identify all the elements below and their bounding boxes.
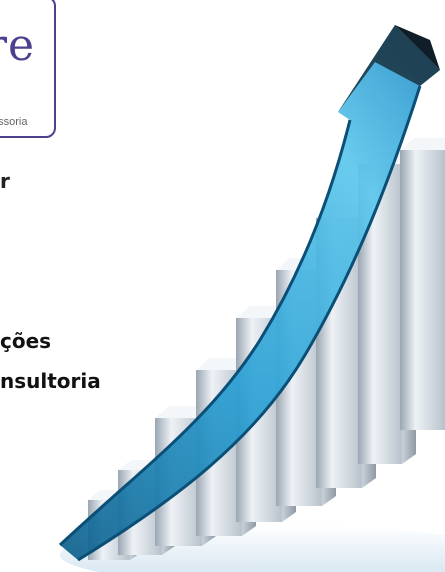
headline-fragment-middle: ções: [0, 329, 52, 353]
growth-arrow-icon: [58, 25, 440, 562]
headline-fragment-bottom: nsultoria: [0, 369, 101, 393]
headline-fragment-top: r: [0, 169, 10, 193]
bar-9: [400, 138, 445, 430]
logo-mark: re: [0, 20, 36, 71]
